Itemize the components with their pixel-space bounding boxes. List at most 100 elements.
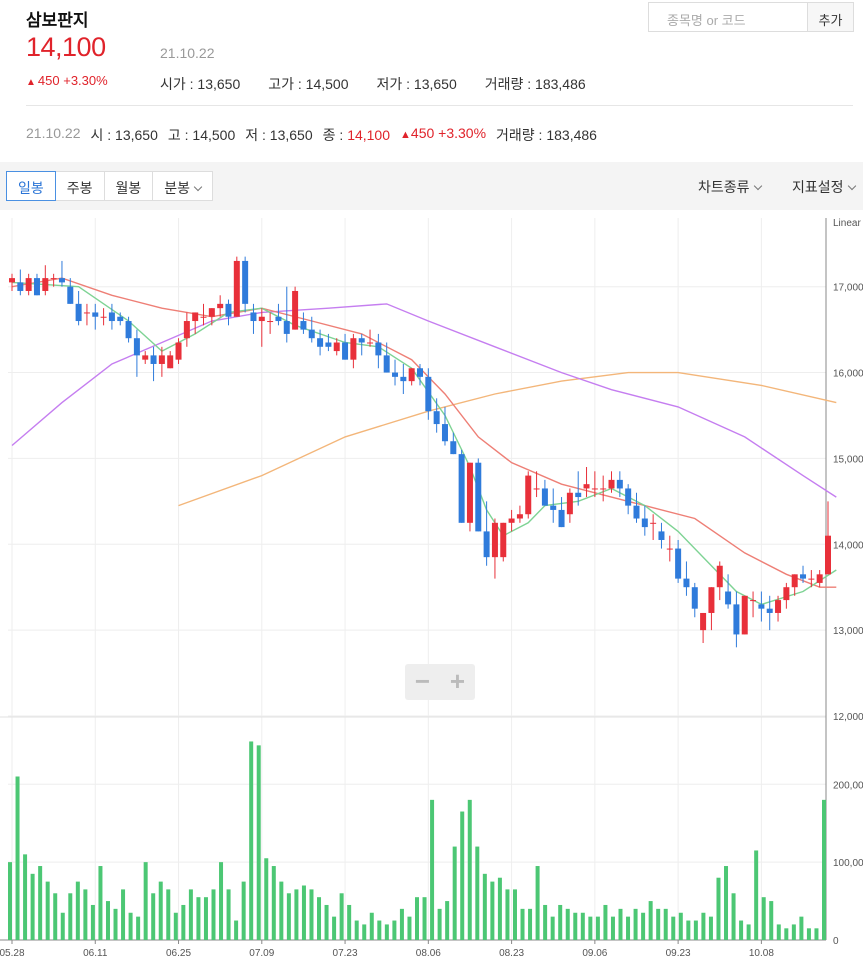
- tab-monthly[interactable]: 월봉: [104, 171, 154, 201]
- candle-body: [483, 531, 490, 558]
- add-button[interactable]: 추가: [807, 2, 854, 32]
- candle-body: [591, 488, 598, 490]
- indicator-label: 지표설정: [792, 179, 844, 195]
- trade-volume: 거래량 : 183,486: [484, 76, 586, 92]
- y-tick-label: 17,000: [833, 283, 863, 294]
- volume-bar: [203, 897, 208, 940]
- candle-body: [725, 591, 732, 605]
- stock-chart[interactable]: Linear 17,000 16,000 15,000 14,000 13,000 12,0…: [0, 210, 863, 969]
- candle-body: [225, 303, 232, 317]
- volume-bar: [105, 901, 110, 940]
- tab-daily[interactable]: 일봉: [6, 171, 56, 201]
- volume-bar: [497, 877, 502, 940]
- volume-bar: [648, 901, 653, 940]
- volume-bar: [384, 924, 389, 940]
- volume-bar: [332, 916, 337, 940]
- candle-body: [400, 376, 407, 382]
- volume-bar: [512, 889, 517, 940]
- volume-bar: [505, 889, 510, 940]
- volume-bar: [60, 912, 65, 940]
- candle-body: [108, 312, 115, 322]
- volume-bar: [445, 901, 450, 940]
- candle-body: [150, 355, 157, 364]
- candle-body: [700, 612, 707, 631]
- ma5-line: [11, 281, 837, 606]
- ma60-line: [11, 303, 837, 498]
- tab-weekly[interactable]: 주봉: [55, 171, 105, 201]
- y-tick-label: 15,000: [833, 454, 863, 465]
- summary-low: 저 : 13,650: [245, 127, 313, 143]
- volume-bar: [339, 893, 344, 940]
- candle-body: [250, 312, 257, 322]
- candle-body: [192, 312, 199, 322]
- volume-bar: [136, 916, 141, 940]
- volume-tick-label: 100,000: [833, 858, 863, 869]
- candle-body: [808, 578, 815, 580]
- candle-body: [825, 535, 831, 575]
- volume-bar: [678, 912, 683, 940]
- volume-bar: [656, 908, 661, 940]
- chevron-down-icon: [847, 181, 856, 191]
- volume-bar: [550, 916, 555, 940]
- volume-bar: [317, 897, 322, 940]
- candle-body: [533, 488, 540, 490]
- volume-bar: [686, 920, 691, 940]
- chart-type-dropdown[interactable]: 차트종류: [698, 177, 762, 197]
- candle-body: [83, 312, 90, 314]
- candle-body: [683, 578, 690, 588]
- volume-bar: [467, 799, 472, 940]
- volume-bar: [271, 866, 276, 940]
- change-percent: +3.30%: [63, 73, 108, 88]
- candle-body: [600, 488, 607, 490]
- volume-bar: [407, 916, 412, 940]
- zoom-out-button[interactable]: −: [414, 666, 431, 696]
- candle-body: [541, 488, 548, 506]
- volume-bar: [460, 811, 465, 940]
- tab-minute-label: 분봉: [164, 180, 191, 196]
- candle-body: [566, 492, 573, 515]
- volume-bar: [166, 889, 171, 940]
- volume-bar: [528, 908, 533, 940]
- volume-bar: [399, 908, 404, 940]
- volume-bar: [226, 889, 231, 940]
- candle-body: [9, 278, 15, 283]
- low-price: 저가 : 13,650: [376, 76, 457, 92]
- volume-bar: [543, 904, 548, 940]
- volume-bar: [234, 920, 239, 940]
- volume-tick-label: 200,000: [833, 780, 863, 791]
- chart-canvas: Linear 17,000 16,000 15,000 14,000 13,000 12,0…: [0, 218, 863, 959]
- candle-body: [716, 565, 723, 588]
- indicator-settings-dropdown[interactable]: 지표설정: [792, 177, 856, 197]
- chevron-down-icon: [753, 181, 762, 191]
- volume-bar: [520, 908, 525, 940]
- volume-bar: [422, 897, 427, 940]
- candle-body: [158, 355, 165, 364]
- summary-close: 종 : 14,100: [323, 125, 390, 145]
- candle-body: [208, 308, 215, 317]
- volume-bar: [98, 866, 103, 940]
- candle-body: [375, 342, 382, 356]
- candle-body: [292, 290, 299, 330]
- volume-bar: [415, 897, 419, 940]
- volume-bar: [68, 893, 73, 940]
- summary-date: 21.10.22: [26, 125, 81, 141]
- x-tick-label: 08.23: [499, 948, 524, 959]
- candle-body: [92, 312, 99, 317]
- volume-bar: [731, 893, 736, 940]
- candle-body: [450, 441, 457, 455]
- tab-minute[interactable]: 분봉: [153, 171, 214, 201]
- stock-search-input[interactable]: 종목명 or 코드: [648, 2, 808, 32]
- volume-tick-label: 0: [833, 936, 839, 947]
- candle-body: [466, 462, 473, 523]
- volume-bar: [38, 866, 43, 940]
- volume-bar: [708, 916, 713, 940]
- x-tick-label: 10.08: [749, 948, 774, 959]
- zoom-in-button[interactable]: +: [449, 666, 466, 696]
- candle-body: [350, 338, 357, 360]
- candle-body: [408, 368, 415, 382]
- volume-bar: [151, 893, 156, 940]
- volume-bar: [739, 920, 744, 940]
- candle-body: [125, 321, 132, 339]
- candle-body: [750, 600, 757, 602]
- candle-body: [275, 316, 282, 322]
